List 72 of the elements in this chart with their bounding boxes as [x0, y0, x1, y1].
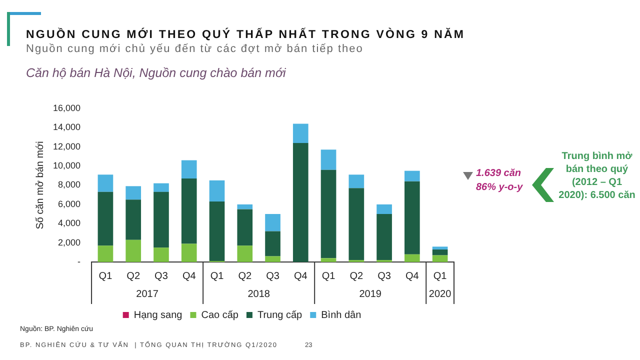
bar [126, 240, 142, 262]
bar [404, 254, 420, 262]
x-tick-label: Q3 [266, 270, 280, 282]
bar [181, 160, 197, 178]
text: Trung bình mở bán theo quý (2012 – Q1 2020): 6.500 căn [558, 150, 636, 202]
bar [292, 142, 308, 262]
chart-subtitle: Nguồn cung mới chủ yếu đến từ các đợt mở bán tiếp theo [26, 43, 364, 55]
text: 2018 [248, 288, 270, 300]
bar [181, 178, 197, 244]
x-tick-label: Q1 [433, 270, 448, 282]
bar [209, 202, 225, 262]
bar [320, 150, 336, 170]
bar [154, 183, 169, 192]
x-tick-label: Q2 [350, 270, 364, 282]
text: 2017 [136, 288, 159, 300]
bar [237, 204, 253, 210]
bar [432, 246, 448, 250]
bar [432, 250, 448, 256]
bar [376, 204, 392, 214]
bar [265, 256, 280, 262]
legend-label: Hạng sang [134, 310, 182, 321]
y-axis-title: Số căn mở bán mới [34, 141, 46, 230]
x-tick-label: Q3 [378, 270, 392, 282]
text: 2020 [428, 288, 452, 300]
text: 2019 [359, 288, 382, 300]
bar [432, 255, 448, 262]
text: 1.639 căn [476, 168, 522, 179]
text: 86% y-o-y [476, 182, 523, 193]
bar [98, 174, 114, 192]
y-tick-label: 10,000 [52, 160, 81, 170]
x-tick-label: Q2 [238, 270, 252, 282]
bar [404, 170, 420, 182]
bar [292, 124, 308, 143]
bar [237, 209, 253, 246]
bar [376, 214, 392, 260]
bar [181, 244, 197, 262]
x-tick-label: Q1 [322, 270, 336, 282]
y-tick-label: 14,000 [52, 122, 81, 132]
bar [98, 192, 114, 246]
bar [126, 200, 142, 240]
y-tick-label: 6,000 [58, 198, 81, 209]
y-tick-label: 4,000 [58, 218, 81, 228]
x-tick-label: Q3 [154, 270, 168, 282]
bar [154, 248, 169, 262]
x-tick-label: Q1 [210, 270, 224, 282]
legend-label: Cao cấp [201, 310, 239, 321]
bar [209, 180, 225, 202]
bar [265, 231, 280, 256]
bar [154, 192, 169, 248]
x-tick-label: Q4 [406, 270, 420, 282]
bar [265, 214, 280, 232]
bar [320, 258, 336, 262]
bar [126, 186, 142, 200]
x-axis-title: Căn hộ bán Hà Nội, Nguồn cung chào bán mới [26, 66, 286, 80]
y-tick-label: 8,000 [58, 180, 81, 190]
x-tick-label: Q4 [182, 270, 196, 282]
bar [320, 170, 336, 258]
legend-label: Bình dân [321, 310, 362, 321]
x-tick-label: Q4 [294, 270, 308, 282]
bar [404, 181, 420, 254]
bar [348, 174, 364, 188]
y-tick-label: 12,000 [52, 141, 81, 152]
x-tick-label: Q2 [126, 270, 140, 282]
y-tick-label: 2,000 [58, 237, 81, 248]
x-tick-label: Q1 [98, 270, 113, 282]
bar [98, 246, 114, 262]
y-tick-label: 16,000 [52, 102, 81, 113]
chart-title: NGUỒN CUNG MỚI THEO QUÝ THẤP NHẤT TRONG VÒNG 9 NĂM [26, 29, 466, 41]
bar [237, 246, 253, 262]
legend-label: Trung cấp [257, 310, 303, 321]
y-tick-label: - [78, 256, 81, 266]
bar [348, 188, 364, 260]
